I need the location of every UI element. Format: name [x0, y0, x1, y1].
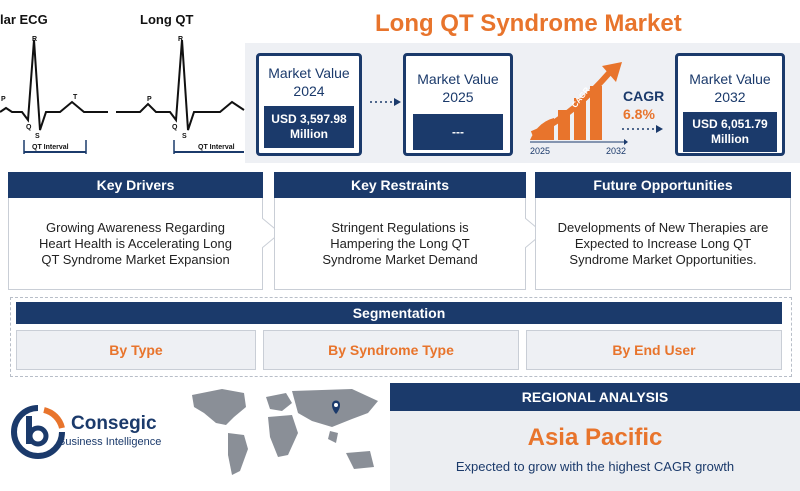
ecg-s-label: S: [35, 133, 40, 140]
card-value-line1: USD 3,597.98: [271, 112, 347, 126]
region-note: Expected to grow with the highest CAGR g…: [455, 459, 735, 474]
card-value-line2: Million: [290, 127, 328, 141]
segmentation-panel: [10, 297, 792, 377]
segmentation-heading: Segmentation: [16, 302, 782, 324]
cagr-value: 6.8%: [623, 106, 655, 122]
card-year: 2024: [293, 83, 325, 99]
key-restraints-text: Stringent Regulations is Hampering the L…: [274, 198, 526, 290]
cagr-label: CAGR: [623, 88, 665, 104]
ecg-p-label: P: [1, 96, 6, 103]
dotted-arrow-2: [622, 125, 663, 133]
key-restraints-body: Stringent Regulations is Hampering the L…: [322, 219, 478, 267]
region-name: Asia Pacific: [527, 424, 663, 451]
segment-by-type: By Type: [16, 330, 256, 370]
key-restraints-heading: Key Restraints: [274, 172, 526, 198]
ecg-qt-interval-label: QT Interval: [32, 144, 69, 151]
ecg-lqt-qt-interval-label: QT Interval: [198, 144, 235, 151]
ecg-q-label: Q: [26, 124, 32, 131]
future-opportunities-heading: Future Opportunities: [535, 172, 791, 198]
cagr-end-year: 2032: [606, 146, 627, 156]
card-year: 2032: [714, 89, 746, 105]
future-opportunities-text: Developments of New Therapies are Expect…: [535, 198, 791, 290]
ecg-lqt-s-label: S: [182, 133, 187, 140]
consegic-logo-icon: [11, 405, 65, 459]
ecg-long-qt-label: Long QT: [140, 12, 194, 27]
card-label: Market Value: [268, 65, 350, 81]
card-year: 2025: [442, 89, 474, 105]
cagr-start-year: 2025: [530, 146, 551, 156]
card-label: Market Value: [417, 71, 499, 87]
ecg-r-label: R: [32, 36, 38, 43]
regional-analysis-panel: [390, 411, 800, 491]
page-title: Long QT Syndrome Market: [375, 10, 682, 37]
card-value-line1: USD 6,051.79: [692, 117, 768, 131]
key-drivers-text: Growing Awareness Regarding Heart Health…: [8, 198, 263, 290]
segment-by-end-user: By End User: [526, 330, 782, 370]
brand-name: Consegic: [71, 413, 157, 434]
card-value: USD 6,051.79 Million: [683, 112, 777, 152]
key-drivers-body: Growing Awareness Regarding Heart Health…: [39, 219, 232, 267]
ecg-lqt-q-label: Q: [172, 124, 178, 131]
world-map-image: [192, 389, 378, 475]
brand-tagline: Business Intelligence: [58, 436, 162, 448]
card-value: USD 3,597.98 Million: [264, 106, 354, 148]
segment-by-syndrome-type: By Syndrome Type: [263, 330, 519, 370]
key-drivers-heading: Key Drivers: [8, 172, 263, 198]
market-value-2032-card: Market Value 2032 USD 6,051.79 Million: [675, 53, 785, 156]
ecg-normal-label: lar ECG: [0, 12, 48, 27]
future-opportunities-body: Developments of New Therapies are Expect…: [557, 219, 769, 267]
ecg-t-label: T: [73, 94, 78, 101]
card-value-line2: Million: [711, 132, 749, 146]
card-label: Market Value: [689, 71, 771, 87]
market-value-2024-card: Market Value 2024 USD 3,597.98 Million: [256, 53, 362, 156]
card-value: ---: [413, 114, 503, 150]
regional-analysis-heading: REGIONAL ANALYSIS: [390, 383, 800, 411]
dotted-arrow-1: [370, 98, 401, 106]
ecg-lqt-p-label: P: [147, 96, 152, 103]
ecg-lqt-r-label: R: [178, 36, 184, 43]
cagr-growth-graphic: [530, 62, 628, 145]
ecg-normal-trace: [0, 39, 108, 154]
ecg-long-qt-trace: [116, 39, 245, 154]
market-value-2025-card: Market Value 2025 ---: [403, 53, 513, 156]
